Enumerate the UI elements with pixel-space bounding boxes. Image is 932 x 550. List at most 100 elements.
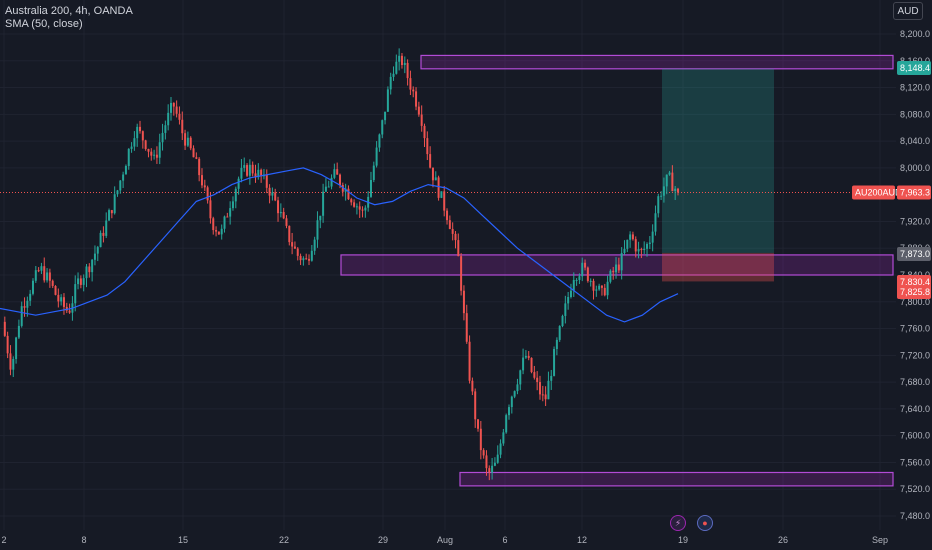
candle-body (654, 213, 657, 232)
time-axis[interactable]: 2 8 15 22 29 Aug 6 12 19 26 Sep (1, 535, 888, 545)
candle-body (34, 270, 37, 281)
candle-body (465, 313, 468, 342)
candle-body (189, 137, 192, 149)
loss-zone (662, 252, 774, 282)
x-tick-label: 12 (577, 535, 587, 545)
candle-body (136, 126, 139, 139)
candle-body (448, 220, 451, 229)
candle-body (153, 154, 156, 156)
candle-body (175, 106, 178, 114)
price-tag-label: 7,873.0 (900, 249, 930, 259)
candle-body (198, 158, 201, 176)
candle-body (412, 89, 415, 92)
currency-button[interactable]: AUD (893, 2, 923, 20)
candle-body (333, 169, 336, 178)
candle-body (440, 191, 443, 198)
y-tick-label: 7,920.0 (900, 216, 930, 226)
candle-body (555, 339, 558, 349)
y-tick-label: 7,760.0 (900, 324, 930, 334)
candle-body (91, 259, 94, 273)
candle-body (31, 280, 34, 294)
candle-body (308, 258, 311, 261)
candle-body (251, 164, 254, 174)
candle-body (110, 210, 113, 214)
candle-body (260, 169, 263, 177)
candle-body (651, 231, 654, 243)
globe-icon[interactable]: ● (697, 515, 713, 531)
candle-body (240, 167, 243, 179)
y-tick-label: 7,800.0 (900, 297, 930, 307)
candle-body (48, 272, 51, 281)
candle-body (3, 321, 6, 336)
candle-body (178, 113, 181, 120)
lightning-icon[interactable]: ⚡ (670, 515, 686, 531)
candle-body (637, 248, 640, 252)
candle-body (226, 216, 229, 218)
candle-body (161, 132, 164, 143)
y-tick-label: 8,160.0 (900, 56, 930, 66)
candle-body (386, 89, 389, 112)
candle-body (200, 175, 203, 186)
candle-body (181, 119, 184, 134)
candle-body (541, 394, 544, 396)
candle-body (544, 394, 547, 400)
candle-body (677, 188, 679, 193)
candle-body (99, 232, 102, 248)
price-tag-label: 7,830.4 (900, 277, 930, 287)
candle-body (443, 191, 446, 211)
candle-body (82, 278, 85, 285)
candle-body (600, 285, 603, 288)
candle-body (516, 384, 519, 392)
candle-body (462, 290, 465, 314)
candle-body (477, 419, 480, 429)
candle-body (96, 247, 99, 254)
candle-body (485, 455, 488, 469)
candle-body (575, 279, 578, 281)
candle-body (79, 278, 82, 285)
candle-body (12, 358, 15, 370)
x-tick-label: 8 (81, 535, 86, 545)
candle-body (282, 212, 285, 219)
candle-body (9, 353, 12, 370)
candle-body (513, 391, 516, 397)
candle-body (536, 377, 539, 383)
candle-body (581, 262, 584, 277)
candle-body (237, 178, 240, 189)
symbol-tag-label: AU200AUD (855, 187, 902, 197)
candle-body (60, 297, 63, 302)
x-tick-label: 19 (678, 535, 688, 545)
candle-body (589, 280, 592, 282)
candle-body (353, 202, 356, 207)
candle-body (271, 192, 274, 196)
indicator-label[interactable]: SMA (50, close) (5, 18, 83, 30)
candle-body (15, 337, 18, 359)
y-tick-label: 7,720.0 (900, 350, 930, 360)
candle-body (40, 266, 43, 271)
long-position-tool[interactable] (662, 68, 774, 282)
candle-body (93, 253, 96, 260)
candle-body (403, 62, 406, 65)
candle-body (316, 220, 319, 240)
candle-body (522, 357, 525, 371)
symbol-tag (852, 185, 895, 200)
candle-body (206, 187, 209, 201)
candle-body (423, 125, 426, 139)
x-tick-label: 15 (178, 535, 188, 545)
candle-body (437, 177, 440, 198)
candle-body (361, 209, 364, 211)
candle-body (609, 270, 612, 282)
candle-body (43, 266, 46, 281)
candle-body (398, 55, 401, 62)
candle-body (57, 294, 60, 302)
grid (0, 0, 896, 530)
candle-body (420, 114, 423, 126)
symbol-title[interactable]: Australia 200, 4h, OANDA (5, 5, 133, 17)
candle-body (150, 151, 153, 156)
sma-line (0, 167, 679, 323)
y-tick-label: 8,040.0 (900, 136, 930, 146)
candle-body (347, 188, 350, 200)
candle-body (505, 415, 508, 433)
candle-body (631, 234, 634, 240)
candle-body (37, 270, 40, 272)
